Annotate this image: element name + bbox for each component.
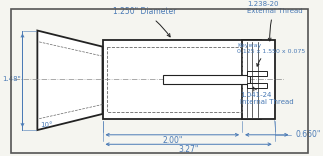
Text: 1.48": 1.48"	[2, 76, 21, 82]
Text: Keyway
0.125 x 1.550 x 0.075: Keyway 0.125 x 1.550 x 0.075	[237, 43, 306, 66]
Text: 0.660": 0.660"	[295, 130, 320, 139]
Polygon shape	[37, 31, 102, 130]
Text: 1.238-20
External Thread: 1.238-20 External Thread	[247, 1, 302, 41]
Text: 2.00": 2.00"	[162, 136, 182, 145]
Text: 1.250" Diameter: 1.250" Diameter	[113, 7, 176, 37]
Text: 3.27": 3.27"	[178, 145, 199, 154]
Bar	[163, 75, 250, 84]
Bar	[107, 47, 242, 112]
Bar	[242, 40, 275, 119]
Bar	[102, 40, 261, 119]
Bar	[247, 83, 267, 88]
Text: 10°: 10°	[40, 122, 53, 129]
Bar	[247, 71, 267, 76]
Text: 1.041-24
Internal Thread: 1.041-24 Internal Thread	[240, 87, 294, 105]
